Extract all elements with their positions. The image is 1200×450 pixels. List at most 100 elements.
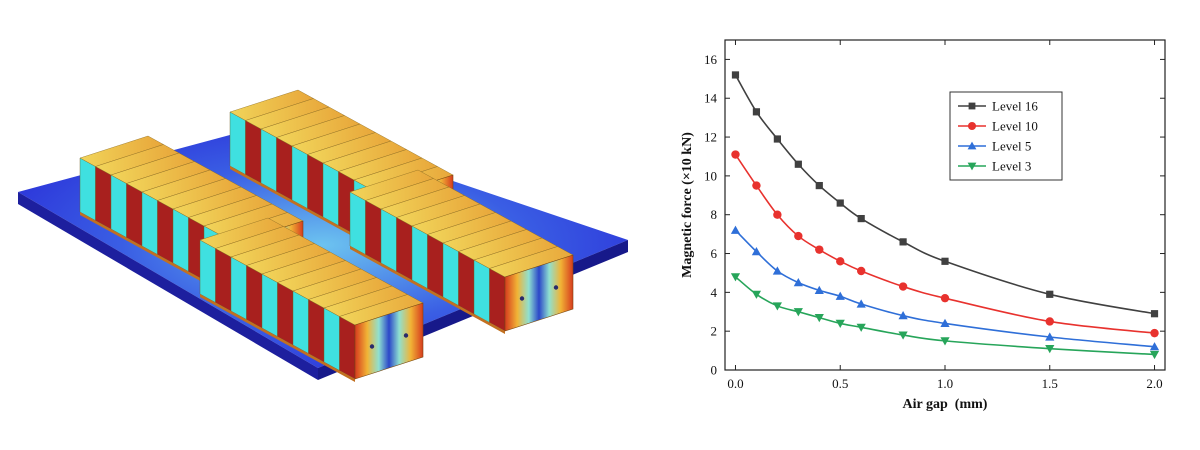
bolt-icon [519, 296, 525, 301]
series-line [734, 229, 1155, 348]
magnet-side [260, 128, 277, 192]
magnet-side [79, 157, 96, 221]
magnet-side [427, 234, 444, 298]
magnet-side [246, 265, 263, 329]
data-point-circle [968, 122, 976, 130]
data-point-square [899, 238, 907, 246]
data-point-triangle-up [856, 299, 866, 308]
series-line [734, 276, 1155, 356]
magnet-side [141, 191, 158, 255]
x-axis-label: Air gap (mm) [903, 397, 988, 412]
module-bottom-edge [200, 294, 355, 382]
magnet-side [307, 154, 324, 218]
data-point-triangle-up [967, 141, 977, 150]
magnet-side [322, 162, 339, 226]
data-point-square [731, 71, 740, 79]
magnet-side [126, 183, 143, 247]
data-point-square [857, 214, 865, 223]
module-bottom-edge [80, 212, 235, 300]
data-point-triangle-down [814, 313, 824, 323]
series-line [734, 74, 1155, 315]
module-bottom-edge [230, 166, 385, 254]
x-tick-label: 2.0 [1146, 376, 1162, 391]
magnet-side [230, 256, 247, 320]
data-point-circle [1045, 317, 1054, 326]
y-tick-label: 2 [711, 324, 718, 339]
data-point-triangle-up [730, 225, 741, 234]
magnet-side [458, 251, 475, 315]
data-point-triangle-up [772, 266, 782, 275]
module-front-face [504, 254, 574, 332]
legend-entry: Level 10 [992, 119, 1038, 134]
series-3 [730, 273, 1160, 360]
magnet-side [349, 191, 366, 255]
data-point-triangle-down [730, 273, 741, 282]
y-tick-label: 10 [704, 168, 717, 183]
data-point-circle [898, 282, 908, 291]
data-point-triangle-down [835, 319, 845, 329]
data-point-square [1046, 290, 1054, 298]
data-point-square [836, 199, 844, 207]
magnet-side [411, 225, 428, 289]
data-point-circle [836, 257, 845, 266]
magnet-side [308, 299, 325, 363]
y-axis-label: Magnetic force (×10 kN) [680, 132, 695, 278]
module-front-face [354, 302, 424, 380]
magnet-side [396, 217, 413, 281]
data-point-triangle-down [793, 308, 803, 317]
y-tick-label: 8 [711, 207, 718, 222]
data-point-circle [940, 293, 950, 303]
data-point-circle [1150, 328, 1159, 338]
magnet-side [380, 208, 397, 272]
bolt-icon [369, 344, 375, 349]
legend-entry: Level 3 [992, 159, 1031, 174]
y-tick-label: 14 [704, 91, 718, 106]
series-0 [731, 71, 1159, 318]
series-2 [730, 225, 1160, 351]
data-point-triangle-up [1045, 332, 1055, 341]
data-point-triangle-down [1149, 350, 1160, 360]
series-1 [731, 150, 1159, 338]
magnet-side [172, 208, 189, 272]
data-point-square [968, 102, 976, 110]
data-point-triangle-up [793, 278, 803, 287]
magnet-side [339, 316, 356, 380]
module-bottom-edge [350, 246, 505, 334]
magnet-module [199, 217, 424, 382]
data-point-square [794, 160, 802, 168]
data-point-triangle-down [940, 337, 950, 346]
magnet-side [323, 307, 340, 371]
magnet-side [489, 268, 506, 332]
magnet-side [365, 200, 382, 264]
y-tick-label: 0 [711, 363, 718, 378]
magnet-side [292, 290, 309, 354]
data-point-circle [752, 181, 761, 190]
series-line [734, 154, 1155, 334]
x-tick-label: 1.5 [1042, 376, 1058, 391]
magnet-module [349, 169, 574, 334]
magnet-side [95, 166, 112, 230]
magnet-side [277, 282, 294, 346]
magnet-side [442, 242, 459, 306]
data-point-square [815, 181, 823, 190]
data-point-triangle-down [751, 290, 762, 299]
data-point-triangle-up [898, 311, 908, 320]
data-point-square [752, 108, 761, 116]
legend-entry: Level 16 [992, 99, 1038, 114]
data-point-circle [815, 245, 824, 254]
data-point-circle [794, 231, 803, 241]
data-point-triangle-up [1149, 342, 1160, 351]
y-tick-label: 16 [704, 52, 718, 67]
x-tick-label: 0.5 [832, 376, 848, 391]
data-point-triangle-up [751, 246, 762, 256]
data-point-triangle-down [1045, 345, 1055, 354]
magnetic-force-chart: 0.0 0.5 1.0 1.5 2.0 0 2 4 6 8 10 12 14 16 Level 16 Lev… [680, 39, 1166, 412]
magnet-array-simulation-render [18, 89, 628, 382]
y-tick-label: 4 [711, 285, 718, 300]
x-tick-label: 0.0 [727, 376, 743, 391]
x-tick-label: 1.0 [937, 376, 953, 391]
y-tick-label: 12 [704, 130, 717, 145]
y-tick-label: 6 [711, 246, 718, 261]
data-point-triangle-up [940, 318, 950, 328]
magnet-side [110, 174, 127, 238]
